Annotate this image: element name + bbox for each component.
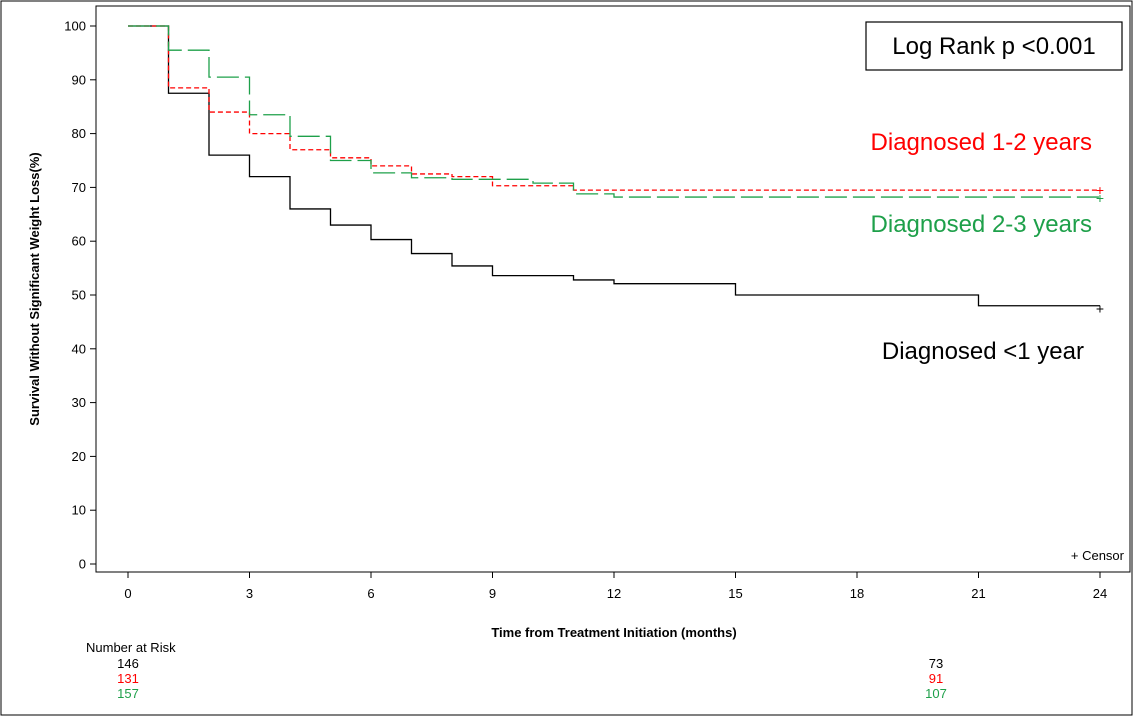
series-label-2: Diagnosed 2-3 years xyxy=(871,211,1092,238)
risk-table-title: Number at Risk xyxy=(86,640,176,655)
y-tick-label: 60 xyxy=(72,234,86,249)
censor-mark: + xyxy=(1096,182,1104,198)
log-rank-box xyxy=(865,21,1123,71)
x-tick-label: 9 xyxy=(489,586,496,601)
y-tick-label: 20 xyxy=(72,449,86,464)
x-tick-label: 0 xyxy=(124,586,131,601)
y-tick-label: 100 xyxy=(64,19,86,34)
censor-mark: + xyxy=(1096,300,1104,316)
y-tick-label: 30 xyxy=(72,395,86,410)
series-line-1 xyxy=(128,25,1100,307)
series-label-3: Diagnosed <1 year xyxy=(882,338,1084,365)
y-tick-label: 10 xyxy=(72,503,86,518)
y-tick-label: 90 xyxy=(72,72,86,87)
x-tick-label: 15 xyxy=(728,586,742,601)
x-axis-title: Time from Treatment Initiation (months) xyxy=(491,625,736,640)
y-tick-label: 70 xyxy=(72,180,86,195)
risk-count: 146 xyxy=(117,656,139,671)
series-label-1: Diagnosed 1-2 years xyxy=(871,129,1092,156)
x-tick-label: 18 xyxy=(850,586,864,601)
y-tick-label: 50 xyxy=(72,288,86,303)
x-tick-label: 21 xyxy=(971,586,985,601)
risk-count: 107 xyxy=(925,686,947,701)
censor-legend: + Censor xyxy=(1071,548,1125,563)
x-tick-label: 6 xyxy=(367,586,374,601)
risk-count: 73 xyxy=(929,656,943,671)
risk-count: 157 xyxy=(117,686,139,701)
log-rank-text: Log Rank p <0.001 xyxy=(892,33,1096,60)
risk-count: 91 xyxy=(929,671,943,686)
x-tick-label: 24 xyxy=(1093,586,1107,601)
x-tick-label: 3 xyxy=(246,586,253,601)
y-tick-label: 0 xyxy=(79,557,86,572)
series-line-2 xyxy=(128,25,1100,191)
risk-count: 131 xyxy=(117,671,139,686)
y-tick-label: 40 xyxy=(72,341,86,356)
y-tick-label: 80 xyxy=(72,126,86,141)
x-tick-label: 12 xyxy=(607,586,621,601)
y-axis-title: Survival Without Significant Weight Loss… xyxy=(27,152,42,425)
censor-mark: + xyxy=(1096,190,1104,206)
series-line-3 xyxy=(128,25,1100,198)
plot-frame xyxy=(95,5,1131,573)
